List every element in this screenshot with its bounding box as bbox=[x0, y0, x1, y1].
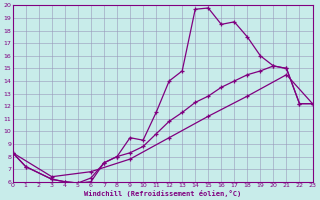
X-axis label: Windchill (Refroidissement éolien,°C): Windchill (Refroidissement éolien,°C) bbox=[84, 190, 241, 197]
